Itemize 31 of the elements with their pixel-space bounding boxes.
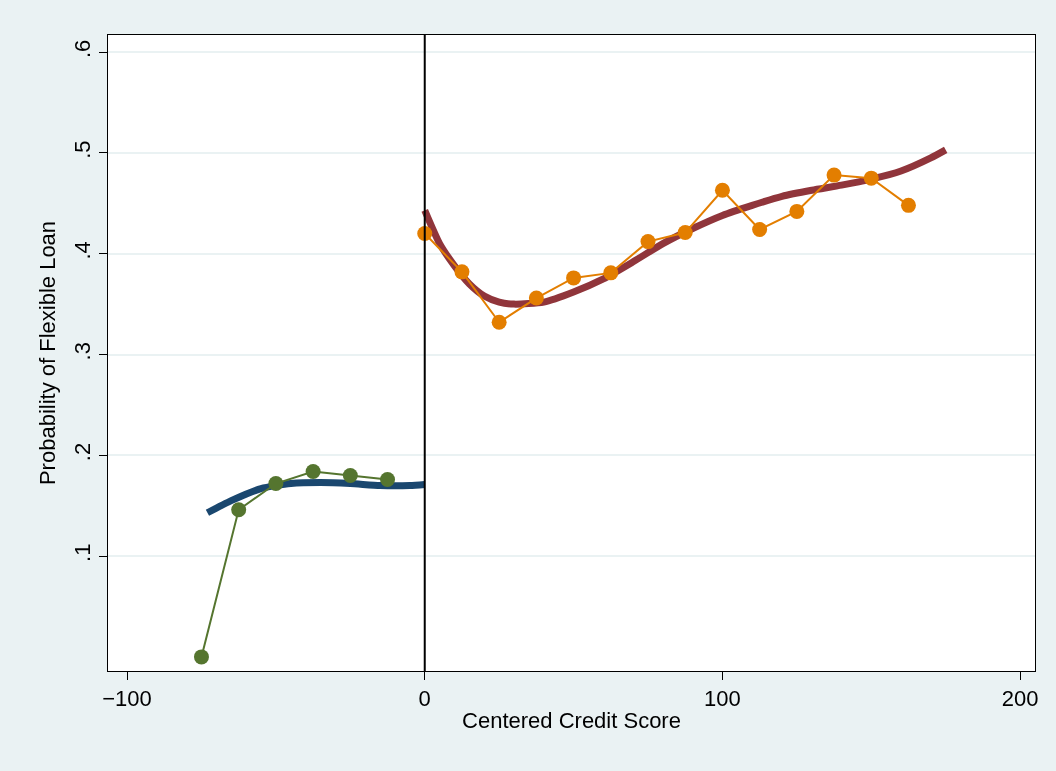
point — [640, 234, 656, 250]
x-tick-label: 0 — [418, 686, 431, 712]
point — [305, 463, 321, 479]
point — [491, 314, 507, 330]
y-tick-label: .4 — [70, 241, 96, 260]
point — [380, 471, 396, 487]
point — [789, 203, 805, 219]
point — [900, 197, 916, 213]
point — [231, 502, 247, 518]
point — [268, 476, 284, 492]
point — [193, 649, 209, 665]
x-axis-title: Centered Credit Score — [462, 708, 681, 734]
point — [863, 170, 879, 186]
y-tick-label: .2 — [70, 442, 96, 462]
x-tick-label: 100 — [704, 686, 741, 712]
point — [752, 222, 768, 238]
x-tick-label: 200 — [1001, 686, 1039, 712]
point — [714, 182, 730, 198]
y-tick-label: .3 — [70, 342, 96, 361]
point — [454, 264, 470, 280]
y-tick-label: .6 — [70, 39, 96, 59]
x-tick-label: −100 — [102, 686, 152, 712]
point — [566, 270, 582, 286]
y-tick-label: .1 — [70, 543, 96, 562]
point — [528, 290, 544, 306]
point — [342, 467, 358, 483]
y-axis-title: Probability of Flexible Loan — [35, 220, 60, 486]
point — [677, 225, 693, 241]
point — [826, 167, 842, 183]
point — [603, 265, 619, 281]
y-tick-label: .5 — [70, 140, 96, 159]
